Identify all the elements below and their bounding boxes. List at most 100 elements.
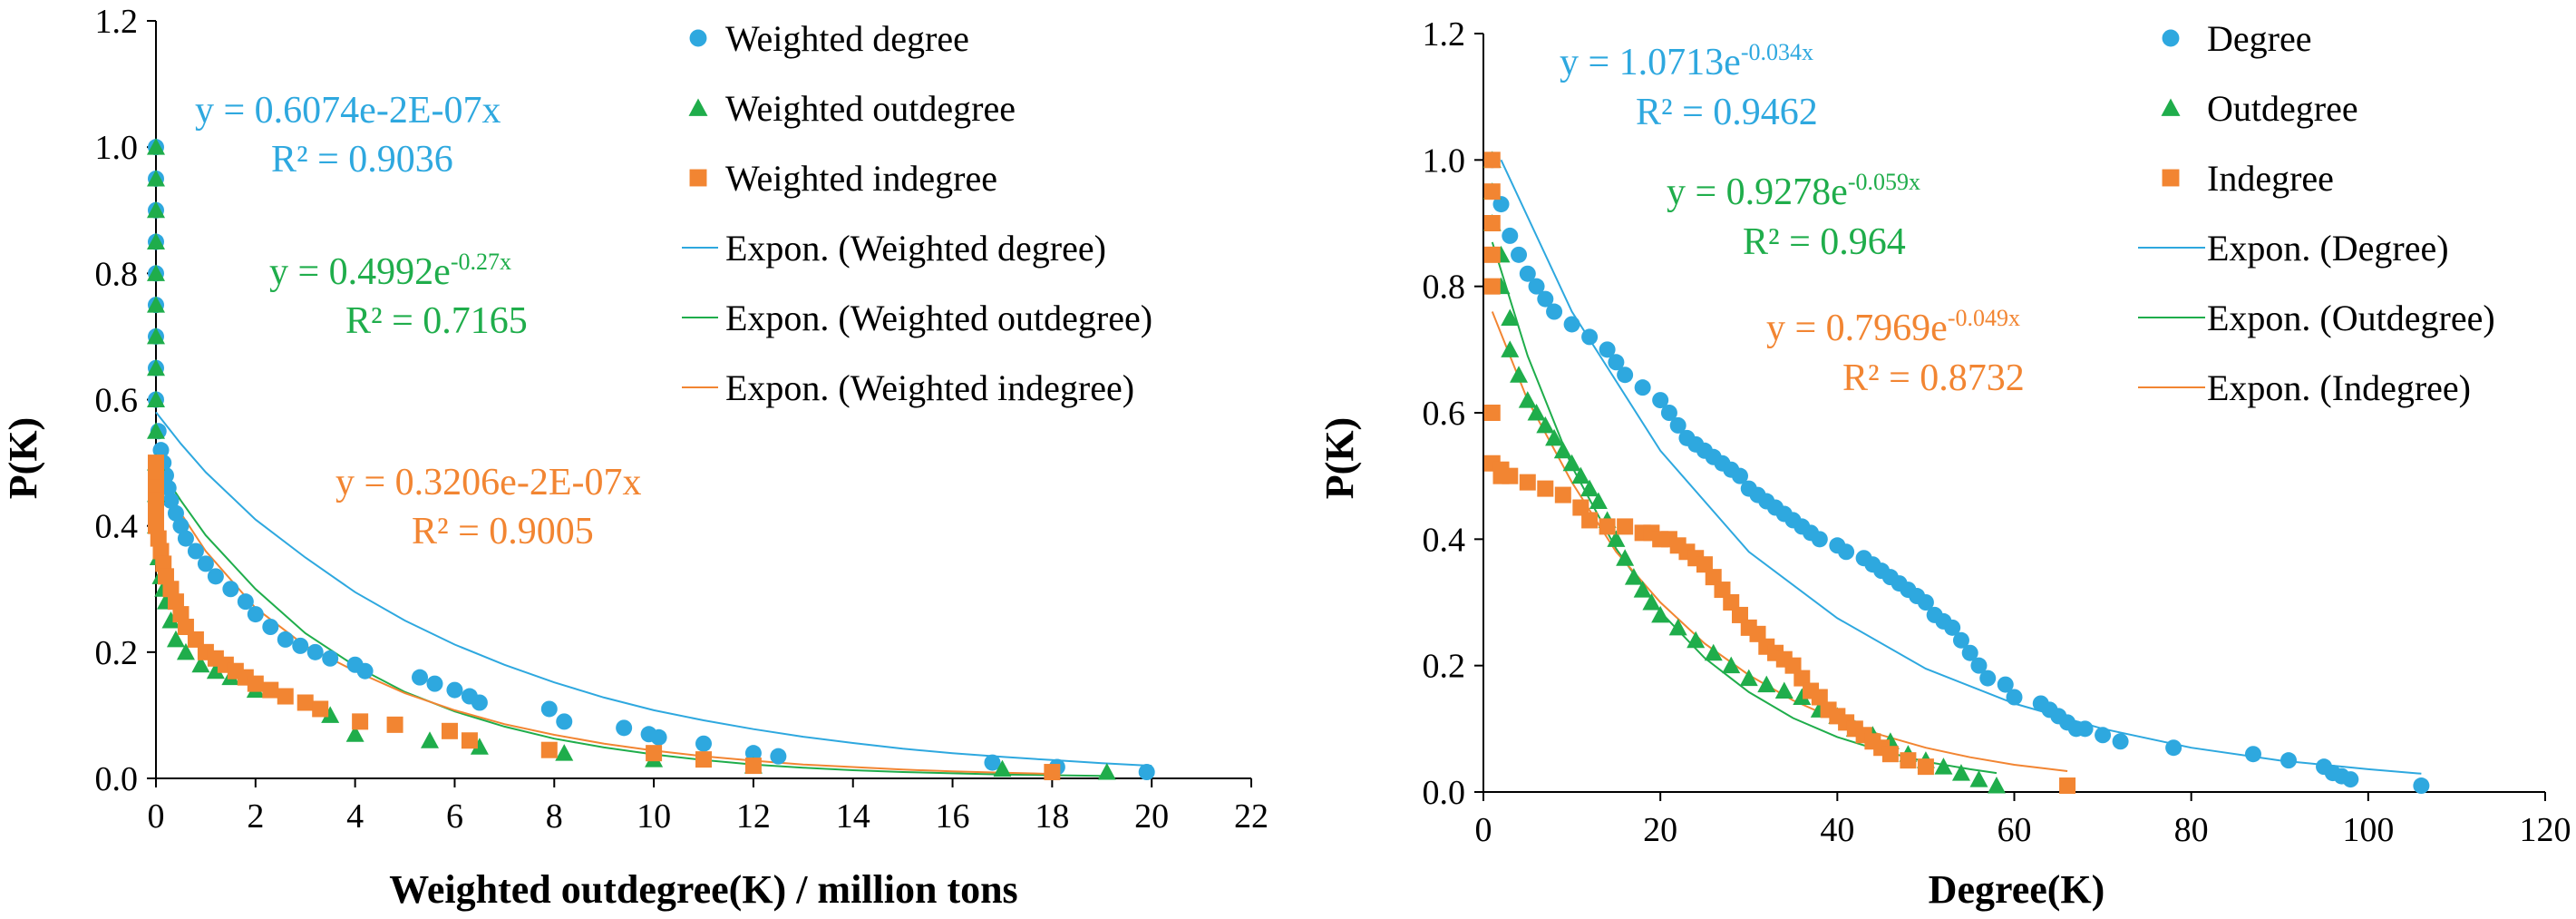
data-point-circle: [540, 700, 558, 718]
data-point-square: [461, 732, 478, 749]
data-point-triangle: [147, 358, 165, 376]
data-point-circle: [167, 504, 184, 522]
y-tick-label: 0.4: [1423, 521, 1466, 559]
data-point-circle: [1917, 594, 1934, 611]
y-tick-label: 0.0: [1423, 774, 1466, 812]
data-point-triangle: [321, 706, 340, 723]
data-point-square: [1731, 606, 1748, 623]
x-tick-label: 22: [1234, 797, 1269, 836]
data-point-triangle: [1651, 605, 1670, 623]
data-point-square: [148, 467, 164, 484]
data-point-triangle: [1722, 656, 1741, 674]
data-point-circle: [471, 694, 488, 711]
x-tick-label: 16: [936, 797, 970, 836]
data-point-circle: [1952, 631, 1969, 649]
data-point-square: [148, 492, 164, 509]
data-point-triangle: [147, 138, 165, 155]
data-point-circle: [1563, 316, 1580, 333]
data-point-triangle: [147, 390, 165, 407]
data-point-triangle: [147, 232, 165, 250]
data-point-triangle: [1951, 764, 1970, 781]
data-point-circle: [2244, 746, 2261, 763]
legend-marker-circle: [689, 29, 707, 47]
trend-equation-label: y = 0.4992e-0.27x: [269, 249, 511, 293]
data-point-triangle: [1624, 568, 1643, 585]
data-point-square: [1749, 625, 1766, 642]
data-point-square: [1519, 474, 1536, 491]
trend-equation-label: y = 0.3206e-2E-07x: [335, 462, 641, 503]
data-point-circle: [1528, 278, 1545, 295]
data-point-circle: [306, 643, 324, 660]
data-point-triangle: [421, 731, 439, 748]
data-point-square: [262, 681, 279, 699]
data-point-square: [1705, 569, 1722, 586]
trend-equation-label: R² = 0.9036: [271, 139, 453, 181]
legend: Degree Outdegree Indegree Expon. (Degree) Ex…: [2138, 18, 2495, 408]
data-point-square: [148, 479, 164, 496]
legend-label: Weighted outdegree: [725, 88, 1016, 129]
data-point-triangle: [1501, 308, 1520, 326]
trend-equation-label: y = 0.6074e-2E-07x: [195, 90, 501, 132]
trend-equation-label: R² = 0.8732: [1842, 357, 2025, 399]
data-point-triangle: [1553, 441, 1572, 459]
y-tick-label: 0.8: [95, 255, 139, 293]
data-point-triangle: [147, 200, 165, 219]
data-point-circle: [1731, 467, 1748, 484]
data-point-square: [1617, 518, 1634, 535]
data-point-circle: [277, 631, 294, 648]
legend-marker-circle: [2162, 29, 2180, 47]
data-point-triangle: [1536, 416, 1555, 434]
data-point-circle: [2342, 771, 2359, 788]
data-point-circle: [1652, 392, 1669, 409]
data-point-triangle: [555, 744, 574, 761]
data-point-circle: [1138, 764, 1155, 781]
trend-equation-label: y = 0.7969e-0.049x: [1766, 305, 2020, 349]
data-point-square: [352, 713, 369, 730]
data-point-circle: [2280, 752, 2298, 769]
data-point-circle: [1519, 265, 1536, 282]
data-point-triangle: [1774, 681, 1793, 699]
data-point-circle: [1581, 328, 1599, 346]
data-point-circle: [1511, 246, 1528, 263]
data-point-circle: [1838, 543, 1855, 561]
equation-exponent: -0.049x: [1948, 305, 2020, 331]
data-point-square: [148, 504, 164, 522]
data-point-triangle: [1739, 669, 1758, 687]
data-point-square: [540, 741, 558, 758]
data-point-triangle: [1097, 763, 1116, 780]
data-point-square: [1723, 594, 1740, 611]
data-point-square: [167, 593, 184, 611]
data-point-square: [1044, 764, 1061, 781]
equation-text: y = 1.0713e: [1560, 42, 1741, 83]
data-point-square: [1793, 670, 1811, 687]
data-point-triangle: [1607, 530, 1626, 547]
data-point-circle: [446, 681, 463, 699]
trend-equation-label: R² = 0.7165: [345, 300, 528, 342]
data-point-circle: [172, 517, 190, 534]
data-point-square: [1483, 215, 1501, 231]
y-tick-label: 0.2: [95, 634, 139, 672]
legend-label: Expon. (Weighted degree): [725, 228, 1106, 269]
data-point-circle: [1979, 670, 1997, 687]
trendline: [155, 462, 1053, 776]
data-point-circle: [650, 728, 667, 746]
chart-panel-1: 0.0 0.2 0.4 0.6 0.8 1.0 1.2 0 2 4 6 8 10 12 14 16 18 20 22…: [1, 3, 1269, 912]
y-tick-label: 0.0: [95, 760, 139, 798]
legend-label: Expon. (Outdegree): [2207, 298, 2495, 338]
y-tick-label: 0.4: [95, 508, 139, 546]
legend-label: Weighted indegree: [725, 158, 997, 199]
trend-equation-label: y = 0.9278e-0.059x: [1667, 169, 1920, 213]
data-point-square: [277, 688, 294, 705]
data-point-circle: [1502, 227, 1519, 244]
legend-label: Expon. (Weighted outdegree): [725, 298, 1152, 338]
legend-label: Expon. (Degree): [2207, 228, 2449, 269]
trend-equation-label: R² = 0.9462: [1636, 92, 1818, 133]
data-point-triangle: [345, 725, 365, 742]
legend-label: Expon. (Indegree): [2207, 367, 2471, 408]
data-point-circle: [1537, 290, 1554, 308]
legend-marker-square: [2162, 169, 2180, 187]
data-point-square: [695, 751, 712, 768]
x-tick-label: 14: [836, 797, 870, 836]
data-point-square: [150, 530, 167, 547]
data-point-square: [148, 517, 164, 534]
